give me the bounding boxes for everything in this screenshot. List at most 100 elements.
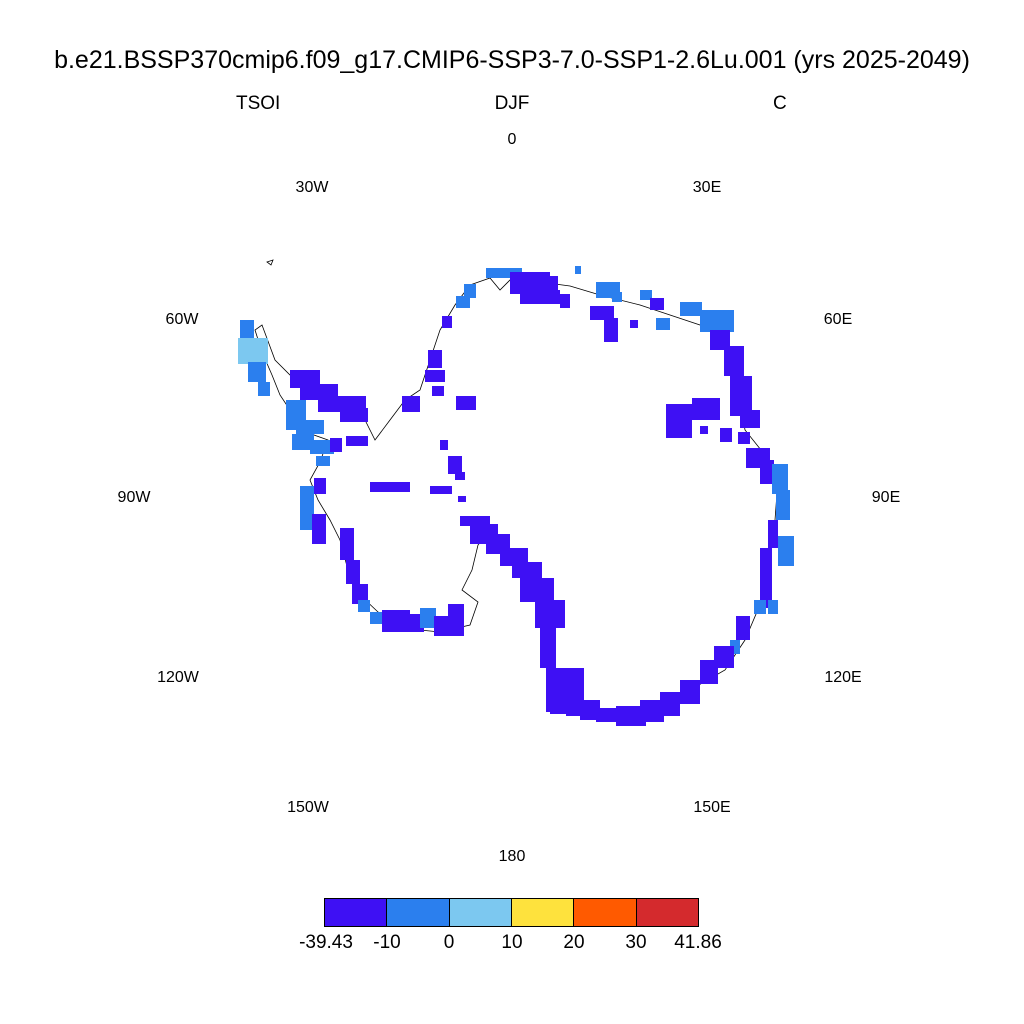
tsoi-cell [292,434,314,450]
colorbar [324,898,699,927]
tsoi-cell [740,410,760,428]
tsoi-cell [616,706,646,726]
lon-label-60e: 60E [823,311,853,328]
tsoi-cell [760,548,772,608]
tsoi-cell [432,386,444,396]
plot-title: b.e21.BSSP370cmip6.f09_g17.CMIP6-SSP3-7.… [54,46,970,74]
tsoi-cell [535,600,565,628]
lon-label-180: 180 [498,848,526,865]
tsoi-cell [692,398,720,420]
tsoi-cell [464,284,476,298]
tsoi-cell [300,486,314,530]
tsoi-cell [340,528,354,560]
tsoi-cell [736,616,750,640]
tsoi-cell [346,436,368,446]
tsoi-cell [700,426,708,434]
tsoi-cell [566,700,582,716]
tsoi-cell [458,496,466,502]
colorbar-label-3: 10 [501,932,523,953]
tsoi-cells [238,266,794,726]
tsoi-cell [640,290,652,300]
lon-label-120w: 120W [157,669,199,686]
lon-label-150e: 150E [693,799,731,816]
tsoi-cell [575,266,581,274]
tsoi-cell [456,396,476,410]
tsoi-cell [776,490,790,520]
tsoi-cell [425,370,445,382]
tsoi-cell [238,338,268,364]
tsoi-cell [680,302,702,316]
lon-label-90w: 90W [117,489,151,506]
tsoi-cell [560,294,570,308]
lon-label-120e: 120E [824,669,862,686]
colorbar-bin-3 [449,899,512,926]
tsoi-cell [768,600,778,614]
units-label: C [773,93,787,114]
tsoi-cell [330,438,342,452]
tsoi-cell [455,472,465,480]
tsoi-cell [710,330,730,350]
tsoi-cell [358,600,370,612]
colorbar-label-2: 0 [443,932,455,953]
colorbar-bin-1 [325,899,388,926]
tsoi-cell [460,516,490,526]
tsoi-cell [312,514,326,544]
colorbar-label-max: 41.86 [674,932,722,953]
tsoi-cell [314,478,326,494]
tsoi-cell [434,616,464,636]
tsoi-cell [604,318,618,342]
colorbar-bin-4 [511,899,575,926]
variable-label: TSOI [236,93,281,114]
tsoi-cell [596,708,620,722]
tsoi-cell [760,460,774,484]
colorbar-bin-5 [574,899,637,926]
tsoi-cell [700,310,734,332]
tsoi-cell [656,318,670,330]
tsoi-cell [310,440,334,454]
tsoi-cell [370,612,382,624]
tsoi-cell [590,306,614,320]
tsoi-cell [316,456,330,466]
island-outline [266,259,274,266]
tsoi-cell [448,456,462,474]
colorbar-bin-2 [387,899,450,926]
tsoi-cell [778,536,794,566]
lon-label-60w: 60W [165,311,199,328]
tsoi-cell [240,320,254,340]
tsoi-cell [512,562,542,578]
tsoi-cell [768,520,778,548]
tsoi-cell [580,700,600,720]
tsoi-cell [714,646,734,668]
tsoi-cell [428,350,442,368]
colorbar-label-5: 30 [625,932,647,953]
lon-label-30w: 30W [295,179,329,196]
tsoi-cell [666,404,692,438]
tsoi-cell [724,346,744,376]
tsoi-cell [660,692,680,716]
tsoi-cell [630,320,638,328]
lon-label-0: 0 [507,131,517,148]
tsoi-cell [440,440,448,450]
tsoi-cell [520,578,554,602]
colorbar-label-1: -10 [373,932,401,953]
tsoi-cell [352,584,368,604]
tsoi-cell [248,362,266,382]
tsoi-cell [754,600,766,614]
tsoi-cell [500,548,528,566]
lon-label-90e: 90E [871,489,901,506]
tsoi-cell [738,432,750,444]
tsoi-cell [700,660,718,684]
tsoi-cell [370,482,410,492]
lon-label-150w: 150W [287,799,329,816]
tsoi-cell [772,464,788,494]
tsoi-cell [540,276,558,300]
tsoi-cell [290,370,320,388]
tsoi-cell [730,640,740,654]
colorbar-label-min: -39.43 [299,932,353,953]
colorbar-label-4: 20 [563,932,585,953]
tsoi-cell [486,268,522,278]
tsoi-cell [650,298,664,310]
lon-label-30e: 30E [692,179,722,196]
tsoi-cell [430,486,452,494]
